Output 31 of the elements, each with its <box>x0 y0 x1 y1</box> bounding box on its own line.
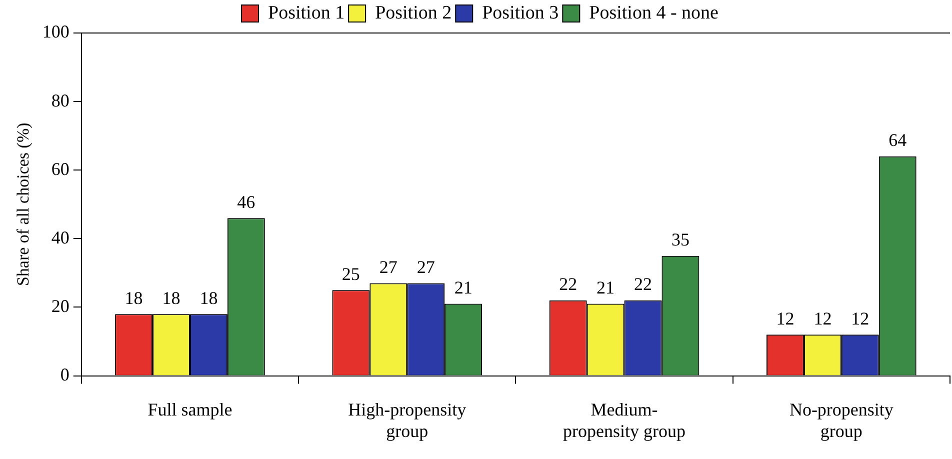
data-label: 27 <box>416 256 435 277</box>
legend-label: Position 4 - none <box>589 2 718 24</box>
data-label: 21 <box>454 278 472 298</box>
data-label: 22 <box>559 274 578 294</box>
data-label: 27 <box>379 256 398 277</box>
data-label: 12 <box>776 308 794 328</box>
y-tick-label: 20 <box>51 296 70 316</box>
data-label: 21 <box>596 278 615 298</box>
data-label: 18 <box>124 288 143 308</box>
data-label: 18 <box>200 288 218 308</box>
data-label: 12 <box>851 308 870 328</box>
x-tick-label: High-propensity group <box>348 399 466 441</box>
data-label: 64 <box>888 130 907 150</box>
y-axis-title: Share of all choices (%) <box>14 122 33 286</box>
data-label: 35 <box>671 230 690 250</box>
data-label: 12 <box>814 308 832 328</box>
y-tick-label: 100 <box>42 22 70 42</box>
data-label: 18 <box>162 288 180 308</box>
x-tick-label: Full sample <box>148 399 232 420</box>
data-label: 46 <box>237 192 256 212</box>
x-tick-label: Medium-propensity group <box>563 399 686 441</box>
data-label: 25 <box>342 264 360 284</box>
y-tick-label: 60 <box>51 158 70 179</box>
data-label: 22 <box>634 274 652 294</box>
legend-label: Position 3 <box>482 2 559 24</box>
legend-label: Position 2 <box>375 2 452 24</box>
x-tick-label: No-propensity group <box>789 399 894 441</box>
y-tick-label: 0 <box>60 364 70 385</box>
y-tick-label: 80 <box>51 90 70 110</box>
y-tick-label: 40 <box>51 227 70 248</box>
legend-label: Position 1 <box>268 2 345 24</box>
